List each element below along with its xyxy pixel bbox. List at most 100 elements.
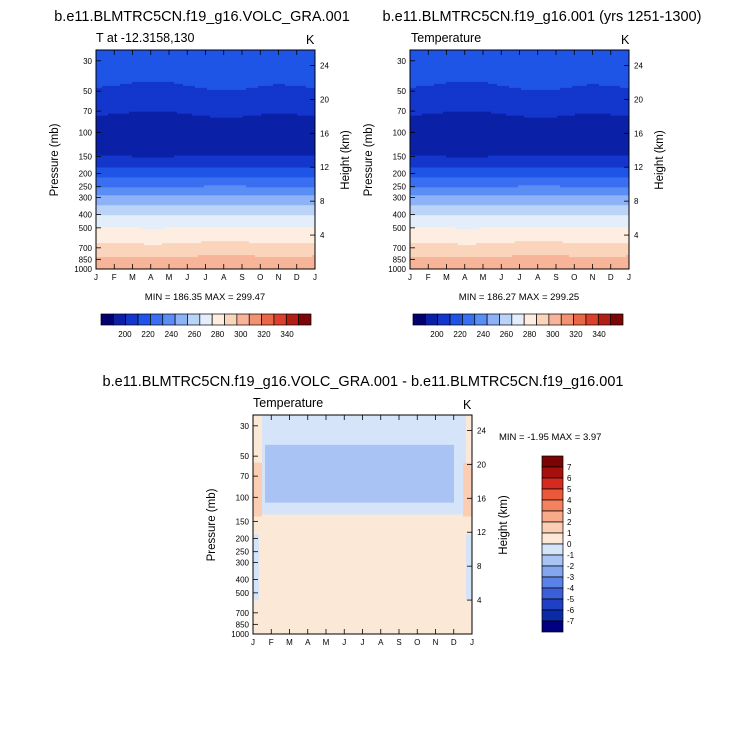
month-tick-label: M: [129, 273, 136, 282]
contour-fill-cell: [463, 480, 473, 484]
contour-fill-cell: [265, 498, 455, 502]
colorbar-swatch: [150, 313, 164, 326]
contour-fill-cell: [96, 73, 316, 77]
height-tick-label: 4: [634, 231, 639, 240]
contour-fill-cell: [183, 83, 274, 87]
panel-volc-title: b.e11.BLMTRC5CN.f19_g16.VOLC_GRA.001: [54, 9, 350, 25]
contour-fill-cell: [410, 71, 630, 75]
contour-fill-cell: [463, 486, 473, 490]
contour-fill-cell: [410, 241, 516, 244]
contour-fill-cell: [410, 217, 630, 220]
contour-fill-cell: [253, 596, 260, 599]
contour-fill-cell: [463, 490, 473, 494]
month-tick-label: O: [257, 273, 263, 282]
contour-fill-cell: [259, 564, 467, 567]
contour-fill-cell: [262, 478, 266, 482]
contour-fill-cell: [410, 201, 630, 204]
contour-fill-cell: [253, 446, 263, 450]
contour-fill-cell: [466, 582, 473, 585]
contour-fill-cell: [253, 442, 263, 446]
contour-fill-cell: [253, 416, 263, 420]
contour-fill-cell: [262, 466, 266, 470]
contour-fill-cell: [410, 213, 630, 216]
contour-fill-cell: [96, 211, 316, 214]
contour-fill-cell: [466, 540, 473, 543]
contour-fill-cell: [265, 444, 455, 448]
contour-fill-cell: [410, 251, 630, 254]
contour-fill-cell: [466, 584, 473, 587]
contour-fill-cell: [253, 556, 260, 559]
contour-fill-cell: [466, 594, 473, 597]
contour-fill-cell: [96, 239, 316, 242]
contour-fill-cell: [253, 560, 260, 563]
contour-fill-cell: [466, 546, 473, 549]
colorbar-swatch: [597, 313, 611, 326]
contour-fill-cell: [96, 127, 316, 131]
contour-fill-cell: [96, 81, 133, 85]
contour-fill-cell: [253, 464, 263, 468]
contour-fill-cell: [410, 119, 630, 123]
contour-fill-cell: [454, 492, 464, 496]
contour-fill-cell: [262, 482, 266, 486]
contour-fill-cell: [410, 111, 444, 115]
contour-fill-cell: [410, 231, 630, 234]
contour-fill-cell: [96, 77, 316, 81]
colorbar-swatch: [137, 313, 151, 326]
colorbar-swatch: [573, 313, 587, 326]
contour-fill-cell: [96, 259, 316, 262]
contour-fill-cell: [262, 438, 467, 442]
contour-fill-cell: [96, 169, 316, 172]
contour-fill-cell: [265, 486, 455, 490]
colorbar-swatch: [499, 313, 513, 326]
contour-fill-cell: [96, 193, 316, 196]
contour-fill-cell: [96, 67, 316, 71]
contour-fill-cell: [265, 452, 455, 456]
colorbar-label: -7: [567, 617, 575, 626]
contour-fill-cell: [509, 85, 573, 89]
panel-control-ylabel-right: Height (km): [654, 130, 666, 190]
contour-fill-cell: [253, 456, 263, 460]
contour-fill-cell: [253, 486, 263, 490]
contour-fill-cell: [253, 594, 260, 597]
contour-fill-cell: [262, 508, 464, 511]
contour-fill-cell: [253, 418, 263, 422]
contour-fill-cell: [259, 580, 467, 583]
colorbar-swatch: [541, 565, 564, 578]
contour-fill-cell: [253, 492, 263, 496]
contour-fill-cell: [262, 502, 464, 505]
colorbar-swatch: [113, 313, 127, 326]
contour-fill-cell: [96, 145, 316, 148]
colorbar-swatch: [541, 477, 564, 490]
contour-fill-cell: [253, 512, 263, 515]
contour-fill-cell: [466, 556, 473, 559]
contour-fill-cell: [463, 464, 473, 468]
contour-fill-cell: [195, 85, 259, 89]
pressure-tick-label: 150: [393, 152, 407, 161]
contour-fill-cell: [262, 480, 266, 484]
colorbar-swatch: [248, 313, 262, 326]
contour-fill-cell: [466, 596, 473, 599]
contour-fill-cell: [410, 257, 630, 260]
colorbar-swatch: [224, 313, 238, 326]
pressure-tick-label: 200: [79, 169, 93, 178]
contour-fill-cell: [253, 614, 473, 617]
contour-fill-cell: [253, 510, 263, 513]
height-tick-label: 12: [477, 528, 486, 537]
colorbar-label: 240: [477, 330, 491, 339]
height-tick-label: 4: [477, 596, 482, 605]
contour-fill-cell: [265, 470, 455, 474]
contour-fill-cell: [96, 233, 316, 236]
contour-fill-cell: [262, 422, 467, 426]
contour-fill-cell: [262, 498, 266, 502]
pressure-tick-label: 100: [79, 128, 93, 137]
contour-fill-cell: [410, 179, 630, 182]
pressure-tick-label: 300: [236, 559, 250, 568]
contour-fill-cell: [265, 466, 455, 470]
pressure-tick-label: 500: [236, 589, 250, 598]
contour-fill-cell: [96, 159, 316, 162]
contour-fill-cell: [454, 454, 467, 458]
colorbar-swatch: [541, 488, 564, 501]
contour-fill-cell: [253, 500, 263, 503]
